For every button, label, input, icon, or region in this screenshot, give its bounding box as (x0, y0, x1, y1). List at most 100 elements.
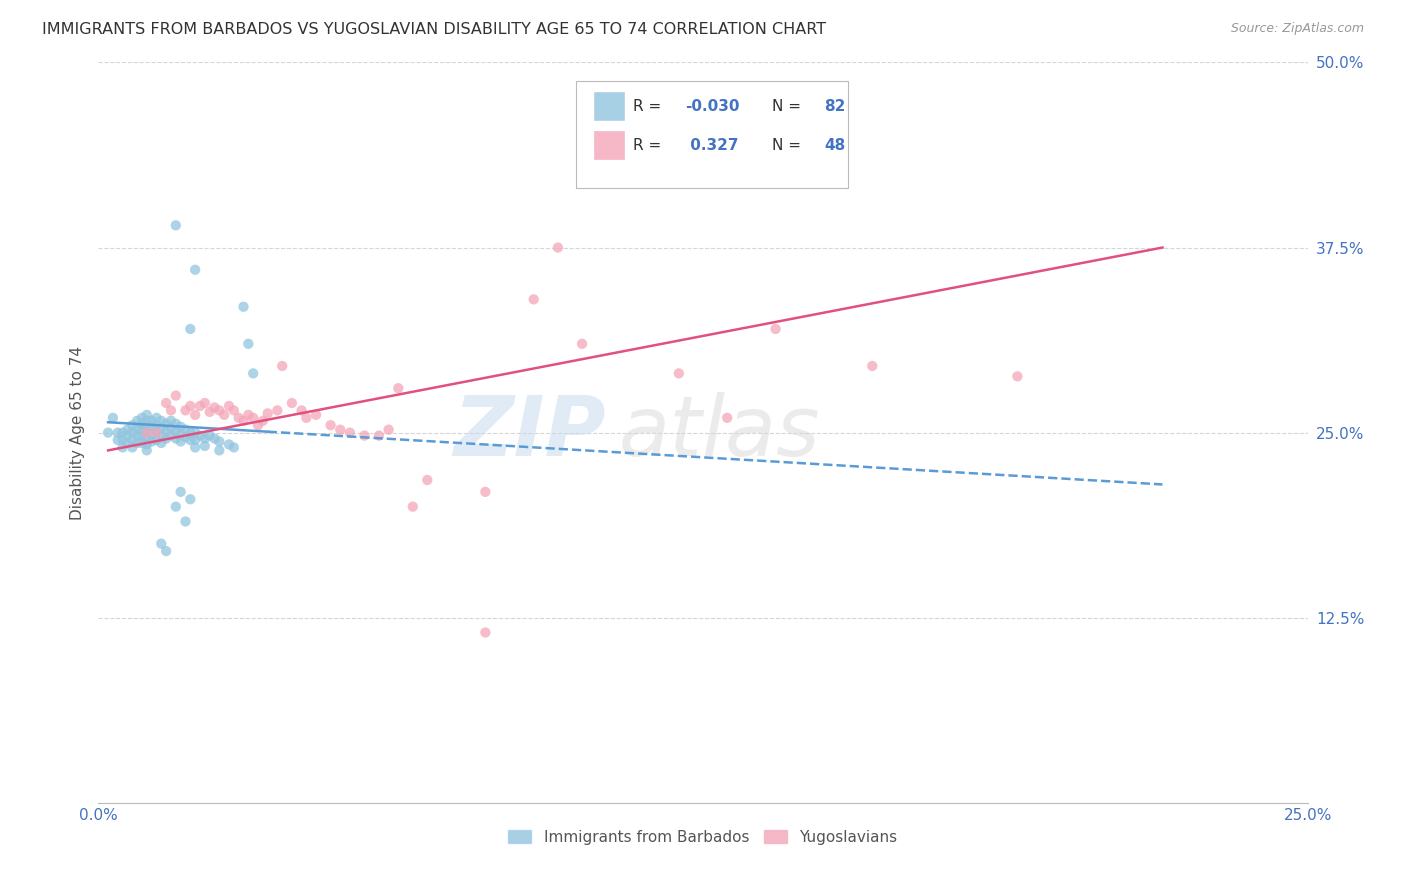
Yugoslavians (242, 410, 264, 425)
Immigrants from Barbados (238, 336, 260, 351)
Text: R =: R = (633, 99, 666, 114)
Immigrants from Barbados (169, 427, 191, 442)
Immigrants from Barbados (165, 417, 187, 431)
Immigrants from Barbados (169, 419, 191, 434)
Yugoslavians (174, 403, 197, 417)
Immigrants from Barbados (121, 433, 143, 447)
Immigrants from Barbados (111, 425, 134, 440)
Yugoslavians (668, 367, 690, 381)
Immigrants from Barbados (160, 414, 183, 428)
Immigrants from Barbados (121, 425, 143, 440)
Immigrants from Barbados (160, 428, 183, 442)
Yugoslavians (860, 359, 883, 373)
Immigrants from Barbados (169, 484, 191, 499)
FancyBboxPatch shape (595, 92, 624, 120)
Yugoslavians (319, 418, 342, 433)
Text: N =: N = (772, 138, 806, 153)
Immigrants from Barbados (222, 441, 245, 455)
Yugoslavians (145, 425, 167, 440)
Yugoslavians (305, 408, 328, 422)
Immigrants from Barbados (131, 417, 153, 431)
Yugoslavians (329, 423, 352, 437)
Immigrants from Barbados (131, 428, 153, 442)
Immigrants from Barbados (97, 425, 120, 440)
Yugoslavians (716, 410, 738, 425)
Immigrants from Barbados (155, 544, 177, 558)
Text: IMMIGRANTS FROM BARBADOS VS YUGOSLAVIAN DISABILITY AGE 65 TO 74 CORRELATION CHAR: IMMIGRANTS FROM BARBADOS VS YUGOSLAVIAN … (42, 22, 827, 37)
Yugoslavians (238, 408, 260, 422)
Immigrants from Barbados (155, 424, 177, 438)
Immigrants from Barbados (107, 425, 129, 440)
Yugoslavians (339, 425, 361, 440)
Immigrants from Barbados (160, 421, 183, 435)
Immigrants from Barbados (150, 428, 173, 442)
Yugoslavians (1007, 369, 1029, 384)
Immigrants from Barbados (131, 410, 153, 425)
Yugoslavians (232, 414, 254, 428)
Immigrants from Barbados (174, 423, 197, 437)
Yugoslavians (281, 396, 304, 410)
Immigrants from Barbados (208, 434, 231, 449)
Immigrants from Barbados (208, 443, 231, 458)
FancyBboxPatch shape (595, 130, 624, 159)
Text: 0.327: 0.327 (685, 138, 738, 153)
Immigrants from Barbados (111, 441, 134, 455)
Immigrants from Barbados (121, 418, 143, 433)
Text: -0.030: -0.030 (685, 99, 740, 114)
Immigrants from Barbados (127, 414, 149, 428)
Yugoslavians (165, 388, 187, 402)
Yugoslavians (523, 293, 546, 307)
Text: ZIP: ZIP (454, 392, 606, 473)
Immigrants from Barbados (179, 425, 201, 440)
Immigrants from Barbados (169, 434, 191, 449)
Immigrants from Barbados (101, 410, 124, 425)
Immigrants from Barbados (145, 418, 167, 433)
Yugoslavians (204, 401, 226, 415)
Immigrants from Barbados (174, 515, 197, 529)
Text: Source: ZipAtlas.com: Source: ZipAtlas.com (1230, 22, 1364, 36)
Immigrants from Barbados (179, 433, 201, 447)
Immigrants from Barbados (155, 417, 177, 431)
Immigrants from Barbados (117, 428, 139, 442)
Immigrants from Barbados (145, 433, 167, 447)
Immigrants from Barbados (150, 414, 173, 428)
Immigrants from Barbados (232, 300, 254, 314)
Immigrants from Barbados (117, 423, 139, 437)
Yugoslavians (368, 428, 391, 442)
Immigrants from Barbados (165, 500, 187, 514)
Yugoslavians (377, 423, 399, 437)
Yugoslavians (271, 359, 294, 373)
Immigrants from Barbados (127, 428, 149, 442)
Yugoslavians (547, 240, 569, 255)
Immigrants from Barbados (184, 433, 207, 447)
Y-axis label: Disability Age 65 to 74: Disability Age 65 to 74 (69, 345, 84, 520)
Immigrants from Barbados (135, 425, 157, 440)
Immigrants from Barbados (184, 441, 207, 455)
Yugoslavians (571, 336, 593, 351)
Yugoslavians (295, 410, 318, 425)
Immigrants from Barbados (141, 434, 163, 449)
Text: atlas: atlas (619, 392, 820, 473)
Yugoslavians (416, 473, 439, 487)
Yugoslavians (247, 418, 270, 433)
Immigrants from Barbados (198, 428, 221, 442)
Immigrants from Barbados (165, 219, 187, 233)
Immigrants from Barbados (141, 427, 163, 442)
Immigrants from Barbados (145, 425, 167, 440)
Immigrants from Barbados (165, 432, 187, 446)
Text: N =: N = (772, 99, 806, 114)
Immigrants from Barbados (150, 436, 173, 450)
Immigrants from Barbados (179, 492, 201, 507)
Text: R =: R = (633, 138, 671, 153)
Yugoslavians (184, 408, 207, 422)
Immigrants from Barbados (184, 425, 207, 440)
Immigrants from Barbados (121, 441, 143, 455)
Yugoslavians (402, 500, 425, 514)
Yugoslavians (188, 399, 211, 413)
Immigrants from Barbados (145, 410, 167, 425)
Yugoslavians (198, 405, 221, 419)
Immigrants from Barbados (141, 419, 163, 434)
Immigrants from Barbados (135, 414, 157, 428)
Immigrants from Barbados (150, 421, 173, 435)
Yugoslavians (212, 408, 235, 422)
